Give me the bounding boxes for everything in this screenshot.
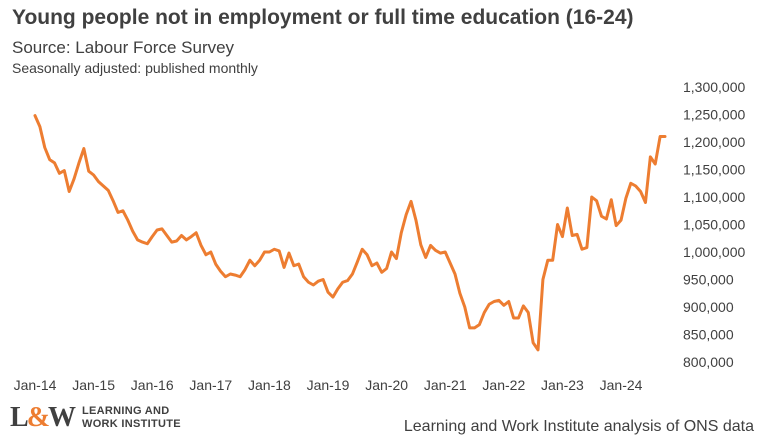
y-tick-label: 1,050,000 bbox=[683, 217, 745, 233]
chart-title: Young people not in employment or full t… bbox=[12, 6, 634, 29]
x-tick-label: Jan-15 bbox=[72, 377, 115, 393]
y-tick-label: 950,000 bbox=[683, 272, 734, 288]
x-tick-label: Jan-23 bbox=[541, 377, 584, 393]
x-tick-label: Jan-16 bbox=[131, 377, 174, 393]
y-tick-label: 1,250,000 bbox=[683, 107, 745, 123]
y-tick-label: 900,000 bbox=[683, 299, 734, 315]
y-tick-label: 1,200,000 bbox=[683, 134, 745, 150]
logo-mark-w: W bbox=[48, 402, 76, 433]
series-group bbox=[33, 114, 667, 352]
y-tick-label: 1,300,000 bbox=[683, 79, 745, 95]
x-tick-label: Jan-14 bbox=[14, 377, 57, 393]
x-tick-label: Jan-17 bbox=[189, 377, 232, 393]
chart-note: Seasonally adjusted: published monthly bbox=[12, 60, 258, 76]
x-axis: Jan-14 Jan-15 Jan-16 Jan-17 Jan-18 Jan-19 Jan-… bbox=[14, 377, 643, 393]
y-tick-label: 1,150,000 bbox=[683, 162, 745, 178]
logo-mark: L&W bbox=[10, 402, 76, 433]
y-tick-label: 800,000 bbox=[683, 354, 734, 370]
y-axis: 800,000 850,000 900,000 950,000 1,000,000 1,0… bbox=[683, 79, 745, 370]
logo-mark-amp: & bbox=[26, 402, 50, 433]
chart-subtitle: Source: Labour Force Survey bbox=[12, 38, 235, 57]
logo-mark-l: L bbox=[10, 402, 29, 433]
source-credit: Learning and Work Institute analysis of … bbox=[403, 418, 754, 435]
y-tick-label: 1,000,000 bbox=[683, 244, 745, 260]
x-tick-label: Jan-18 bbox=[248, 377, 291, 393]
x-tick-label: Jan-24 bbox=[600, 377, 643, 393]
logo-line-1: LEARNING AND bbox=[82, 405, 170, 417]
learning-and-work-logo: L&W LEARNING AND WORK INSTITUTE bbox=[10, 404, 181, 432]
y-tick-label: 1,100,000 bbox=[683, 189, 745, 205]
x-tick-label: Jan-19 bbox=[307, 377, 350, 393]
logo-line-2: WORK INSTITUTE bbox=[82, 418, 181, 430]
x-tick-label: Jan-21 bbox=[424, 377, 467, 393]
line-chart: 800,000 850,000 900,000 950,000 1,000,000 1,0… bbox=[14, 79, 746, 393]
y-tick-label: 850,000 bbox=[683, 327, 734, 343]
x-tick-label: Jan-20 bbox=[365, 377, 408, 393]
x-tick-label: Jan-22 bbox=[482, 377, 525, 393]
series-line bbox=[33, 114, 667, 352]
logo-text: LEARNING AND WORK INSTITUTE bbox=[82, 405, 181, 431]
